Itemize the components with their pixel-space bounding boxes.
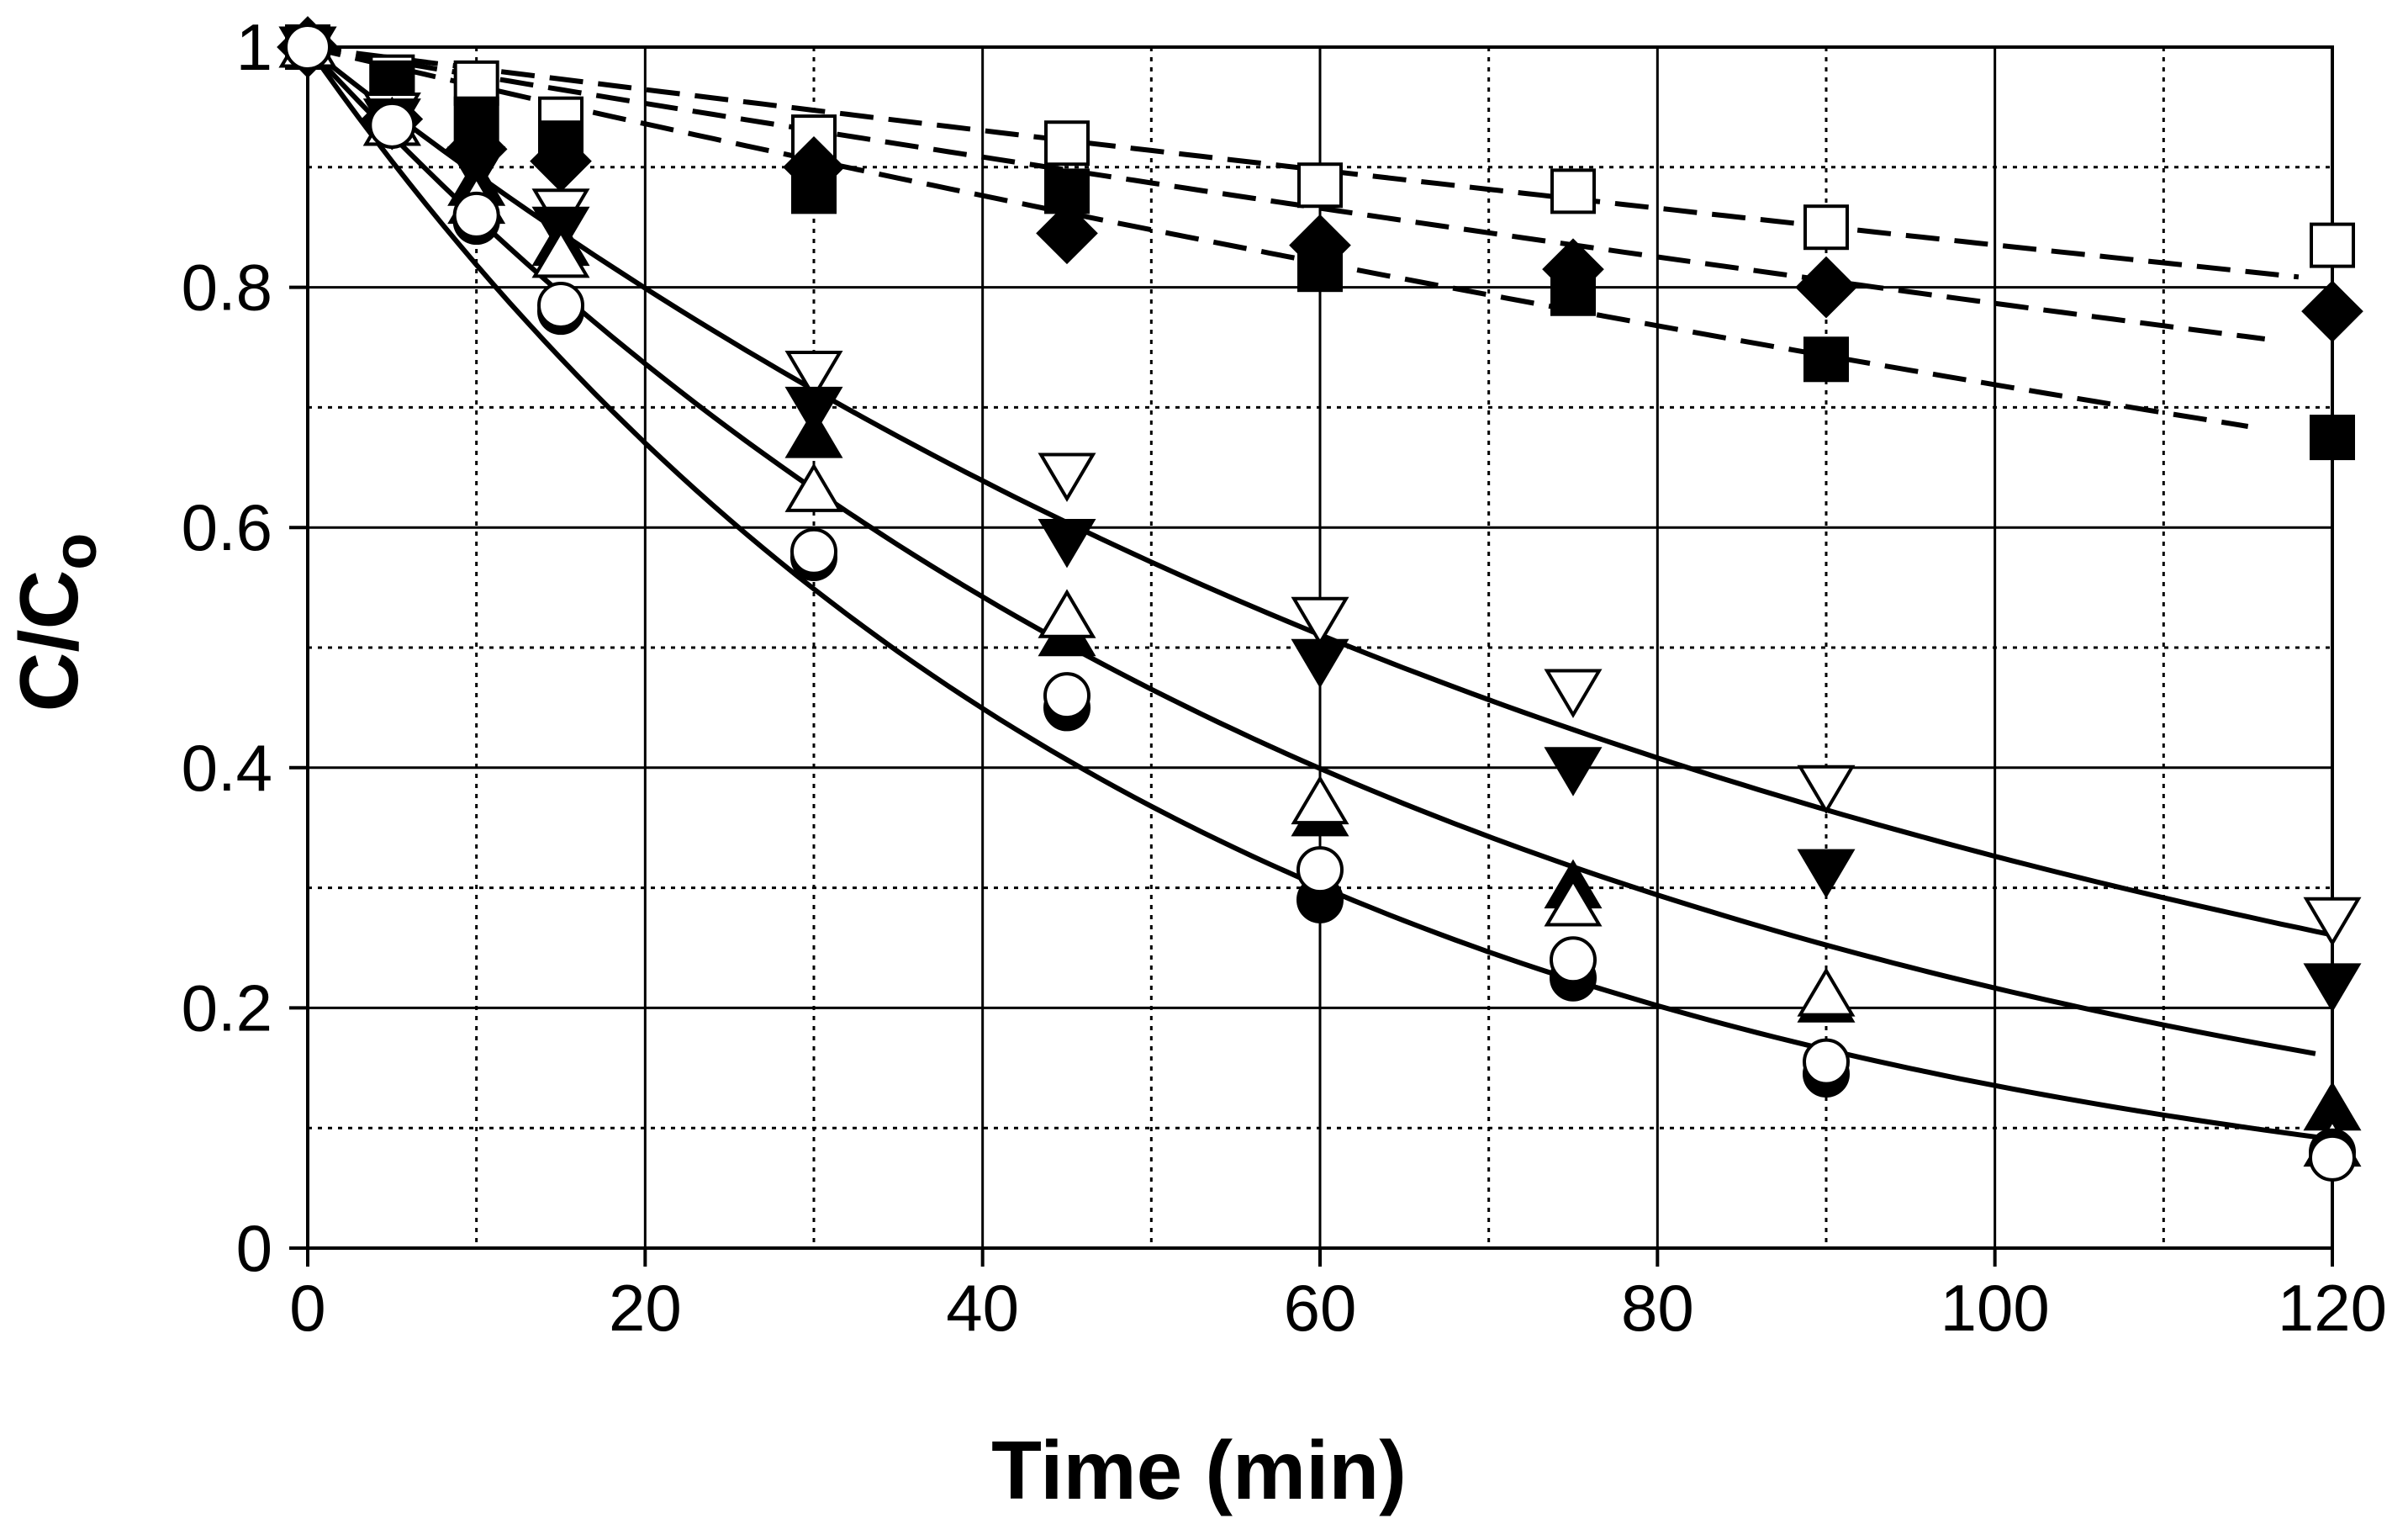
y-tick-label-1: 0.2	[182, 971, 272, 1045]
open-triangle-down-point-9	[2303, 897, 2362, 947]
filled-square-point-5	[1044, 168, 1090, 214]
open-circle-point-9	[2309, 1134, 2356, 1182]
x-tick-label-3: 60	[1284, 1271, 1357, 1345]
filled-triangle-down-point-7	[1544, 747, 1603, 796]
fit-filled-diamond	[307, 45, 2266, 341]
axis-ticks	[289, 45, 2334, 1267]
filled-square-point-9	[2310, 415, 2355, 461]
y-axis-title-subscript: o	[42, 533, 109, 570]
open-square-point-9	[2310, 222, 2355, 268]
y-tick-label-2: 0.4	[182, 731, 272, 805]
major-grid	[306, 45, 2334, 1250]
open-triangle-down-point-8	[1797, 764, 1856, 815]
filled-square-point-8	[1803, 336, 1849, 383]
open-triangle-up-point-6	[1291, 775, 1349, 825]
open-circle-point-4	[790, 527, 837, 575]
filled-triangle-down-point-8	[1797, 849, 1856, 899]
open-triangle-up-point-5	[1038, 589, 1096, 638]
x-tick-label-0: 0	[289, 1271, 325, 1345]
filled-triangle-down-point-6	[1291, 638, 1349, 689]
filled-square-point-3	[538, 120, 584, 167]
open-triangle-down-point-7	[1544, 669, 1603, 718]
filled-diamond-point-9	[2301, 280, 2363, 342]
open-circle-point-0	[284, 24, 331, 71]
open-triangle-up-point-8	[1797, 967, 1856, 1017]
filled-triangle-up-point-4	[784, 409, 843, 458]
open-circle-point-5	[1043, 672, 1090, 720]
filled-square-point-7	[1550, 270, 1596, 316]
x-tick-labels: 0 20 40 60 80 100 120	[289, 1271, 2387, 1345]
y-tick-label-0: 0	[236, 1211, 272, 1285]
filled-triangle-down-point-5	[1038, 518, 1096, 569]
data-markers	[277, 16, 2363, 1182]
fit-triangle-up	[305, 45, 2316, 1056]
open-circle-point-3	[537, 282, 584, 330]
y-tick-label-4: 0.8	[182, 251, 272, 325]
x-axis-title: Time (min)	[991, 1424, 1407, 1516]
open-triangle-up-point-4	[784, 463, 843, 512]
open-square-point-5	[1044, 120, 1090, 167]
x-tick-label-1: 20	[609, 1271, 682, 1345]
x-tick-label-5: 100	[1941, 1271, 2050, 1345]
open-triangle-up-point-7	[1544, 877, 1603, 927]
x-tick-label-2: 40	[946, 1271, 1019, 1345]
open-triangle-down-point-5	[1038, 452, 1096, 502]
y-axis-title: C/Co	[3, 533, 109, 712]
open-triangle-up-point-3	[531, 228, 590, 278]
filled-triangle-down-point-9	[2303, 963, 2362, 1013]
open-circle-point-7	[1550, 936, 1597, 984]
x-tick-label-6: 120	[2278, 1271, 2387, 1345]
y-tick-label-5: 1	[236, 10, 272, 84]
filled-square-point-2	[453, 96, 499, 142]
fit-filled-square	[307, 45, 2249, 429]
open-triangle-down-point-4	[784, 351, 843, 400]
open-circle-point-6	[1296, 846, 1344, 894]
filled-square-point-6	[1297, 246, 1343, 293]
filled-diamond-point-5	[1036, 202, 1098, 265]
filled-square-point-4	[791, 168, 837, 214]
open-circle-point-8	[1803, 1038, 1850, 1086]
open-circle-point-2	[452, 191, 500, 239]
open-square-point-6	[1297, 162, 1343, 209]
open-triangle-down-point-6	[1291, 596, 1349, 647]
open-square-point-8	[1803, 204, 1849, 251]
filled-diamond-point-8	[1795, 256, 1857, 319]
y-tick-labels: 0 0.2 0.4 0.6 0.8 1	[182, 10, 272, 1285]
open-square-point-7	[1550, 168, 1596, 214]
open-circle-point-1	[368, 101, 416, 149]
y-axis-title-main: C/C	[3, 570, 95, 712]
x-tick-label-4: 80	[1621, 1271, 1694, 1345]
y-tick-label-3: 0.6	[182, 490, 272, 564]
